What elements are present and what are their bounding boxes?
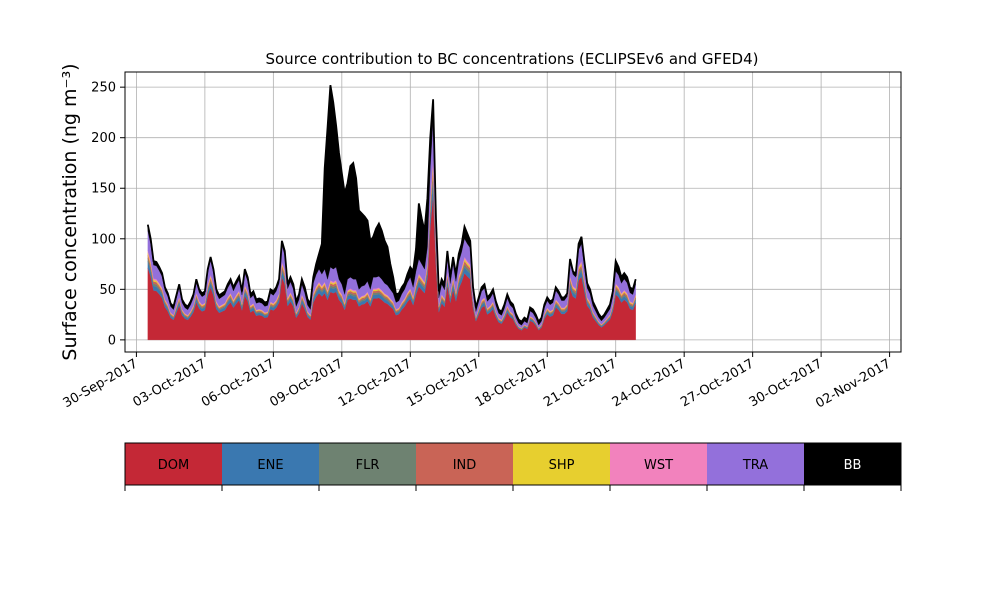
legend-label-bb: BB (844, 458, 862, 473)
legend-label-shp: SHP (549, 458, 575, 473)
y-tick-label: 250 (91, 81, 116, 96)
chart-title: Source contribution to BC concentrations… (265, 50, 758, 68)
legend-swatch-ind (416, 443, 513, 485)
legend-label-ene: ENE (257, 458, 283, 473)
stacked-areas (146, 84, 637, 341)
legend-swatch-tra (707, 443, 804, 485)
y-tick-label: 50 (99, 283, 116, 298)
grid (125, 72, 901, 352)
y-tick-label: 150 (91, 182, 116, 197)
legend-label-flr: FLR (356, 458, 380, 473)
legend-swatch-wst (610, 443, 707, 485)
legend-label-ind: IND (453, 458, 477, 473)
y-tick-label: 100 (91, 232, 116, 247)
total-outline (146, 84, 637, 324)
legend-swatch-shp (513, 443, 610, 485)
y-tick-label: 200 (91, 131, 116, 146)
legend-swatch-ene (222, 443, 319, 485)
y-tick-label: 0 (108, 333, 116, 348)
source-colorbar-legend: DOM ENE FLR IND SHP WST TRA BB (124, 442, 902, 491)
legend-swatch-flr (319, 443, 416, 485)
legend-swatch-bb (804, 443, 901, 485)
legend-label-tra: TRA (742, 458, 768, 473)
legend-label-dom: DOM (158, 458, 189, 473)
legend-swatch-dom (125, 443, 222, 485)
plot-frame (124, 71, 902, 353)
legend-label-wst: WST (644, 458, 673, 473)
y-axis-label: Surface concentration (ng m⁻³) (59, 63, 81, 360)
